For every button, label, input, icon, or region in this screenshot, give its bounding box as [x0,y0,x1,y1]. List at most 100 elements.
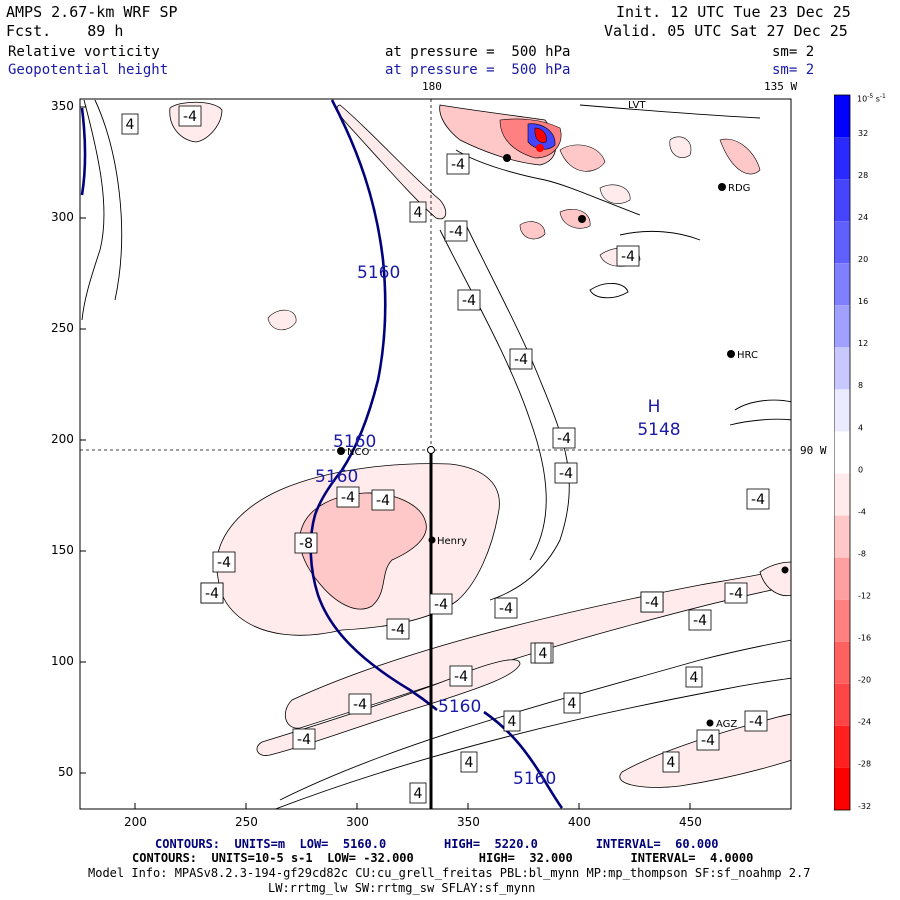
footer-contours-vorticity: CONTOURS: UNITS=10-5 s-1 LOW= -32.000 HI… [132,851,754,865]
y-tick-350: 350 [51,99,74,113]
vorticity-label-box [509,348,533,370]
station-rdg: RDG [728,183,750,194]
vorticity-label: -8 [299,536,313,552]
vorticity-label-box [386,618,410,640]
colorbar-swatch [834,473,850,516]
vorticity-label-box [724,582,748,604]
colorbar-tick-label: 8 [858,381,863,390]
footer-physics-info: LW:rrtmg_lw SW:rrtmg_sw SFLAY:sf_mynn [268,881,536,895]
colorbar-swatch [834,725,850,768]
axis-tick-marks [80,106,691,809]
footer-model-info: Model Info: MPASv8.2.3-194-gf29cd82c CU:… [88,866,811,880]
colorbar-tick-label: -20 [858,676,871,685]
valid-time: Valid. 05 UTC Sat 27 Dec 25 [604,22,848,40]
vorticity-label-box [409,201,427,223]
vorticity-label: -4 [751,492,765,508]
cross-section-start [427,446,435,454]
station-lvt: LVT [628,100,646,111]
vorticity-label: -4 [645,595,659,611]
colorbar-tick-label: 16 [858,297,868,306]
positive-vorticity-contours [81,99,791,809]
colorbar-swatch [834,515,850,558]
vorticity-label: -4 [376,493,390,509]
vorticity-label: -4 [557,431,571,447]
colorbar-tick-label: -4 [858,507,866,516]
model-title: AMPS 2.67-km WRF SP [6,3,178,21]
vorticity-label: 4 [126,117,135,133]
high-center-value: 5148 [637,420,680,440]
vorticity-label: -4 [454,669,468,685]
y-tick-50: 50 [58,765,74,779]
y-tick-250: 250 [51,321,74,335]
colorbar-tick-label: -24 [858,718,871,727]
vorticity-label: 4 [539,646,548,662]
vorticity-label-box [212,551,236,573]
vorticity-label: -4 [205,586,219,602]
lon-90w-label: 90 W [800,444,827,457]
colorbar-tick-label: -12 [858,592,871,601]
vorticity-label-box [563,692,581,714]
lon-180-label: 180 [422,80,442,93]
vorticity-label-box [460,751,478,773]
vorticity-label: -4 [353,697,367,713]
y-tick-100: 100 [51,654,74,668]
vorticity-label: -4 [701,733,715,749]
forecast-hour: Fcst. 89 h [6,22,124,40]
vorticity-label-box [554,462,578,484]
colorbar-swatch [834,263,850,306]
vorticity-label-box [744,710,768,732]
height-labels: 5160 5160 5160 5160 5160 [315,263,556,789]
vorticity-label-box [746,488,770,510]
x-tick-400: 400 [568,815,591,829]
vorticity-label-box [534,642,552,664]
vorticity-label: -4 [449,224,463,240]
vorticity-label: -4 [499,601,513,617]
vorticity-label-box [336,486,360,508]
station-agz: AGZ [716,719,737,730]
y-tick-150: 150 [51,543,74,557]
high-center-symbol: H [648,397,661,417]
vorticity-label-box [494,597,518,619]
colorbar-tick-label: 12 [858,339,868,348]
vorticity-label: -4 [217,555,231,571]
colorbar-swatch [834,599,850,642]
colorbar-unit: 10-5 s-1 [857,93,886,104]
vorticity-label-box [503,710,521,732]
vorticity-label-box [121,113,139,135]
vorticity-label: -4 [749,714,763,730]
field2-level: at pressure = 500 hPa [385,62,571,78]
colorbar-tick-label: -32 [858,802,871,811]
height-contours [80,99,564,809]
colorbar-swatch [834,389,850,432]
vorticity-label-box [178,105,202,127]
colorbar-tick-label: -28 [858,760,871,769]
vorticity-label-box [640,591,664,613]
field2-name: Geopotential height [8,62,169,78]
vorticity-label-box [429,593,453,615]
vorticity-label-box [552,427,576,449]
colorbar: 32 28 24 20 16 12 8 4 0 -4 -8 -12 -16 -20 -24 -28 -32 [834,94,871,811]
colorbar-swatch [834,431,850,474]
station-nco: NCO [347,447,369,458]
vorticity-label: -4 [559,466,573,482]
colorbar-tick-label: -8 [858,549,866,558]
colorbar-swatch [834,641,850,684]
init-time: Init. 12 UTC Tue 23 Dec 25 [616,3,851,21]
height-label: 5160 [333,432,376,452]
y-tick-300: 300 [51,210,74,224]
vorticity-label-box [446,153,470,175]
vorticity-label-box [696,729,720,751]
colorbar-swatch [834,137,850,180]
vorticity-label-box [662,751,680,773]
vorticity-label-box [348,693,372,715]
x-tick-350: 350 [457,815,480,829]
vorticity-label: 4 [414,786,423,802]
field1-smooth: sm= 2 [772,44,815,60]
vorticity-label: -4 [297,732,311,748]
vorticity-labels: 4-4-44-4-4-4-4-4-4-4-4-8-4-8-4-4-4-4-4-4… [121,105,770,804]
field1-name: Relative vorticity [8,44,160,60]
height-label: 5160 [438,697,481,717]
height-label: 5160 [315,467,358,487]
vorticity-label-box [294,532,318,554]
